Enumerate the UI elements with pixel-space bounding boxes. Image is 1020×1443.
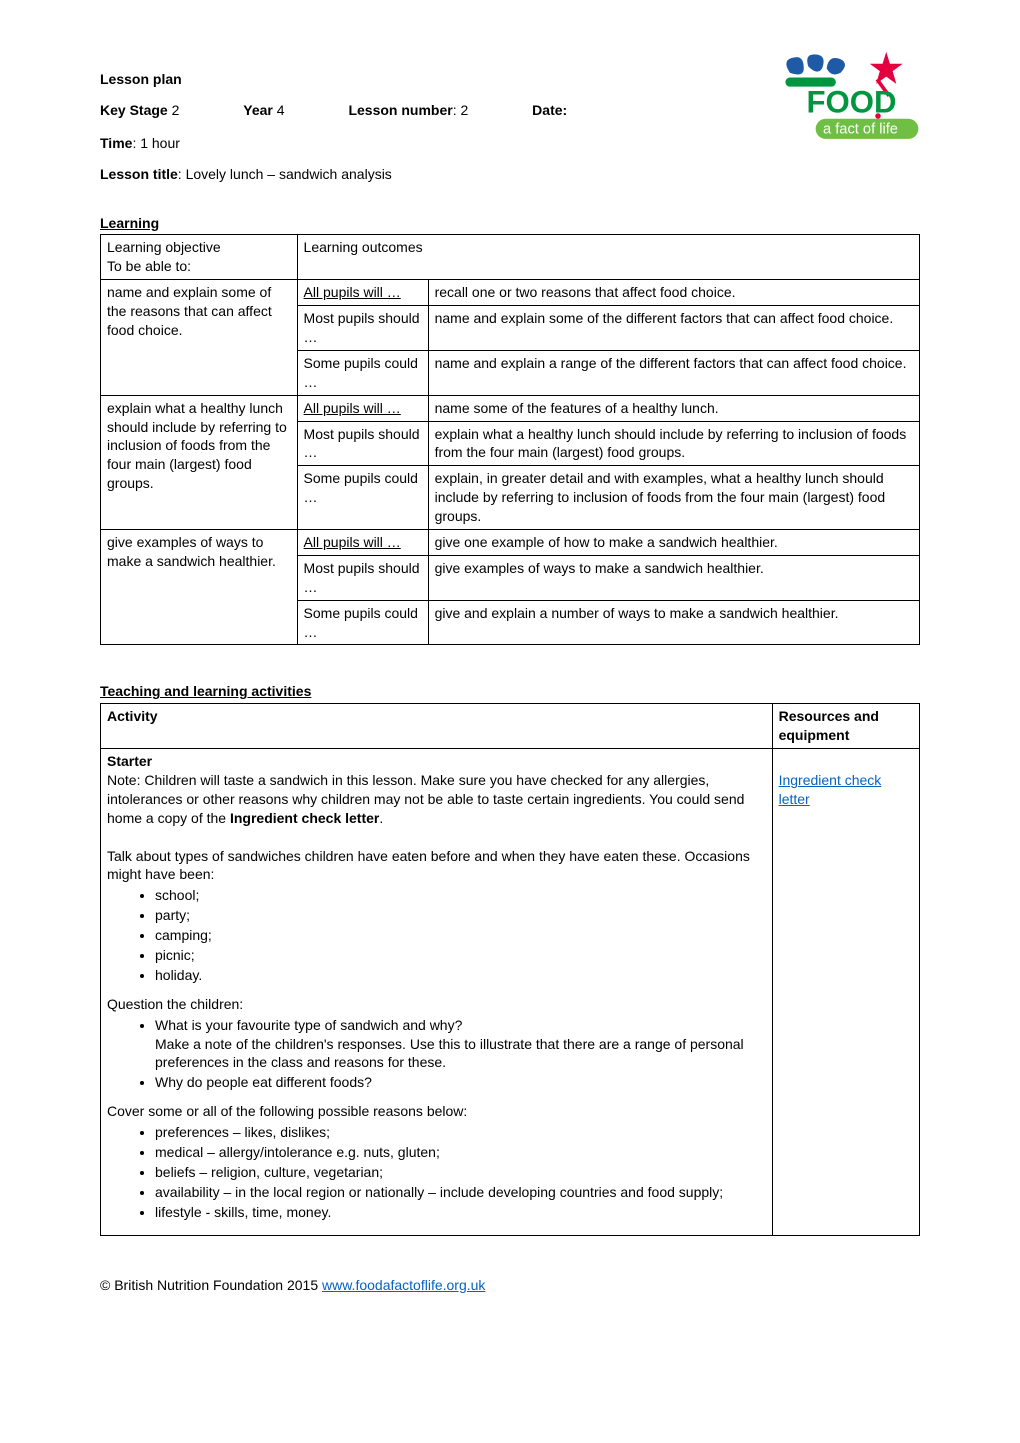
list-item: holiday. <box>155 966 766 985</box>
starter-title: Starter <box>107 753 152 769</box>
outcome-cell: recall one or two reasons that affect fo… <box>428 280 919 306</box>
list-item: Why do people eat different foods? <box>155 1073 766 1092</box>
level-some: Some pupils could … <box>297 350 428 395</box>
list-item: preferences – likes, dislikes; <box>155 1123 766 1142</box>
list-item: availability – in the local region or na… <box>155 1183 766 1202</box>
reasons-list: preferences – likes, dislikes; medical –… <box>107 1123 766 1221</box>
level-some: Some pupils could … <box>297 600 428 645</box>
year: Year 4 <box>243 101 284 120</box>
level-most: Most pupils should … <box>297 306 428 351</box>
food-logo: FOOD a fact of life <box>770 50 920 160</box>
level-most: Most pupils should … <box>297 555 428 600</box>
svg-text:FOOD: FOOD <box>807 84 897 119</box>
level-all: All pupils will … <box>297 530 428 556</box>
outcome-cell: explain, in greater detail and with exam… <box>428 466 919 530</box>
occasions-intro: Talk about types of sandwiches children … <box>107 848 750 883</box>
objective-cell: explain what a healthy lunch should incl… <box>101 395 298 529</box>
ingredient-check-link[interactable]: Ingredient check letter <box>779 772 882 807</box>
activity-header: Activity <box>101 704 773 749</box>
outcome-cell: give examples of ways to make a sandwich… <box>428 555 919 600</box>
resources-cell: Ingredient check letter <box>772 749 919 1235</box>
question-list: What is your favourite type of sandwich … <box>107 1016 766 1093</box>
outcome-cell: explain what a healthy lunch should incl… <box>428 421 919 466</box>
objective-header: Learning objective To be able to: <box>101 235 298 280</box>
list-item: medical – allergy/intolerance e.g. nuts,… <box>155 1143 766 1162</box>
level-all: All pupils will … <box>297 280 428 306</box>
level-all: All pupils will … <box>297 395 428 421</box>
resources-header: Resources and equipment <box>772 704 919 749</box>
date: Date: <box>532 101 567 120</box>
learning-table: Learning objective To be able to: Learni… <box>100 234 920 645</box>
list-item: lifestyle - skills, time, money. <box>155 1203 766 1222</box>
question-intro: Question the children: <box>107 996 243 1012</box>
activity-cell: Starter Note: Children will taste a sand… <box>101 749 773 1235</box>
starter-note: Note: Children will taste a sandwich in … <box>107 772 744 826</box>
lesson-number: Lesson number: 2 <box>348 101 468 120</box>
outcome-cell: name some of the features of a healthy l… <box>428 395 919 421</box>
tla-table: Activity Resources and equipment Starter… <box>100 703 920 1235</box>
outcome-cell: give and explain a number of ways to mak… <box>428 600 919 645</box>
objective-cell: name and explain some of the reasons tha… <box>101 280 298 395</box>
list-item: party; <box>155 906 766 925</box>
time: Time: 1 hour <box>100 134 770 153</box>
svg-text:a fact of life: a fact of life <box>823 121 898 137</box>
level-some: Some pupils could … <box>297 466 428 530</box>
outcomes-header: Learning outcomes <box>297 235 919 280</box>
doc-title: Lesson plan <box>100 71 182 87</box>
outcome-cell: name and explain a range of the differen… <box>428 350 919 395</box>
list-item: picnic; <box>155 946 766 965</box>
key-stage: Key Stage 2 <box>100 101 179 120</box>
cover-intro: Cover some or all of the following possi… <box>107 1103 467 1119</box>
list-item: What is your favourite type of sandwich … <box>155 1016 766 1073</box>
footer-link[interactable]: www.foodafactoflife.org.uk <box>322 1277 485 1293</box>
lesson-title: Lesson title: Lovely lunch – sandwich an… <box>100 165 770 184</box>
list-item: beliefs – religion, culture, vegetarian; <box>155 1163 766 1182</box>
objective-cell: give examples of ways to make a sandwich… <box>101 530 298 645</box>
tla-heading: Teaching and learning activities <box>100 682 920 701</box>
level-most: Most pupils should … <box>297 421 428 466</box>
list-item: camping; <box>155 926 766 945</box>
list-item: school; <box>155 886 766 905</box>
outcome-cell: name and explain some of the different f… <box>428 306 919 351</box>
footer: © British Nutrition Foundation 2015 www.… <box>100 1276 920 1295</box>
occasions-list: school; party; camping; picnic; holiday. <box>107 886 766 984</box>
outcome-cell: give one example of how to make a sandwi… <box>428 530 919 556</box>
learning-heading: Learning <box>100 214 920 233</box>
